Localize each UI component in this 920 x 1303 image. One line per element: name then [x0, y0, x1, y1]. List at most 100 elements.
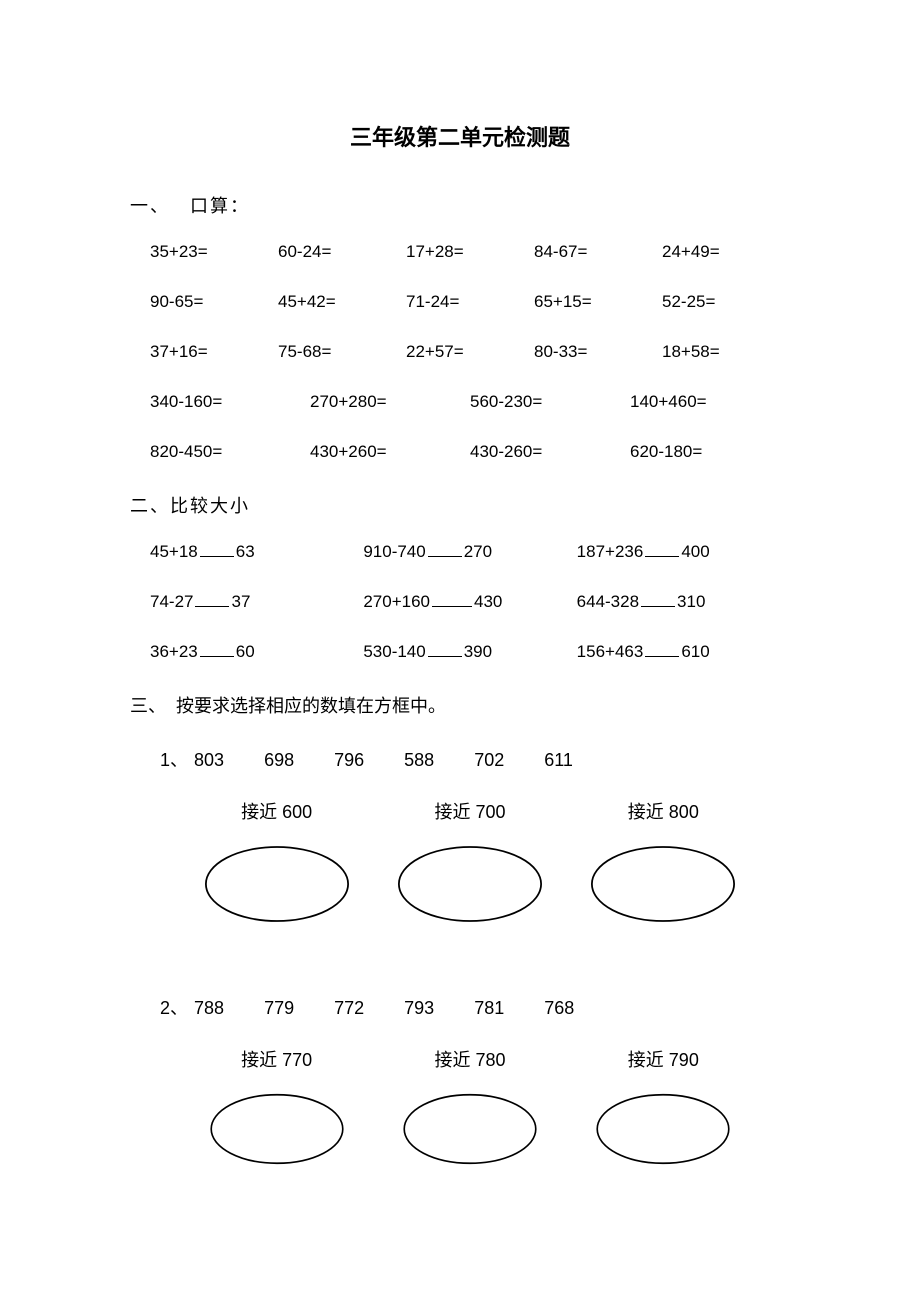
section1-prefix: 一、: [130, 196, 170, 216]
compare-right: 270: [464, 542, 492, 561]
q3-number: 796: [334, 750, 364, 771]
section2-heading: 二、比较大小: [130, 492, 790, 518]
q3-label: 接近 600: [180, 798, 373, 824]
compare-right: 390: [464, 642, 492, 661]
compare-right: 400: [681, 542, 709, 561]
oval-shape: [390, 1092, 550, 1166]
compare-left: 74-27: [150, 592, 193, 611]
section1-heading: 一、口算：: [130, 192, 790, 218]
math-cell: 430-260=: [470, 442, 630, 462]
oval-wrap: [567, 844, 760, 924]
compare-cell: 644-328 310: [577, 592, 790, 612]
oval-shape: [202, 844, 352, 924]
q3-label: 接近 770: [180, 1046, 373, 1072]
math-cell: 820-450=: [150, 442, 310, 462]
compare-row: 36+23 60 530-140 390 156+463 610: [130, 642, 790, 662]
compare-left: 910-740: [363, 542, 425, 561]
q3-prefix: 1、: [160, 750, 188, 770]
compare-left: 36+23: [150, 642, 198, 661]
compare-left: 530-140: [363, 642, 425, 661]
compare-cell: 45+1863: [150, 542, 363, 562]
compare-cell: 270+160 430: [363, 592, 576, 612]
section1-body: 35+23=60-24=17+28=84-67=24+49= 90-65=45+4…: [130, 242, 790, 462]
q3-number: 698: [264, 750, 294, 771]
math-cell: 90-65=: [150, 292, 278, 312]
math-cell: 270+280=: [310, 392, 470, 412]
math-cell: 17+28=: [406, 242, 534, 262]
blank-underline: [645, 656, 679, 657]
q3-number: 781: [474, 998, 504, 1019]
oval-wrap: [180, 1092, 373, 1166]
section3-heading: 三、 按要求选择相应的数填在方框中。: [130, 692, 790, 718]
blank-underline: [641, 606, 675, 607]
section2-body: 45+1863910-740 270 187+236 400 74-2737270+16…: [130, 542, 790, 662]
blank-underline: [200, 656, 234, 657]
blank-underline: [428, 656, 462, 657]
oval-wrap: [180, 844, 373, 924]
blank-underline: [645, 556, 679, 557]
math-cell: 24+49=: [662, 242, 790, 262]
q3-label: 接近 780: [373, 1046, 566, 1072]
math-cell: 45+42=: [278, 292, 406, 312]
section1-text: 口算：: [190, 196, 250, 216]
math-cell: 560-230=: [470, 392, 630, 412]
blank-underline: [428, 556, 462, 557]
math-cell: 37+16=: [150, 342, 278, 362]
page-title: 三年级第二单元检测题: [130, 120, 790, 152]
q3-2-labels: 接近 770接近 780接近 790: [130, 1046, 790, 1092]
math-cell: 620-180=: [630, 442, 790, 462]
compare-right: 430: [474, 592, 502, 611]
compare-cell: 74-2737: [150, 592, 363, 612]
q3-1-labels: 接近 600接近 700接近 800: [130, 798, 790, 844]
math-cell: 75-68=: [278, 342, 406, 362]
q3-number: 702: [474, 750, 504, 771]
q3-number: 803: [194, 750, 224, 771]
compare-cell: 36+23 60: [150, 642, 363, 662]
compare-left: 644-328: [577, 592, 639, 611]
compare-right: 310: [677, 592, 705, 611]
q3-2-numbers: 2、788779772793781768: [130, 994, 790, 1020]
math-cell: 18+58=: [662, 342, 790, 362]
section3-prefix: 三、: [130, 696, 166, 716]
q3-number: 768: [544, 998, 574, 1019]
q3-1-ovals: [130, 844, 790, 924]
section3-text: 按要求选择相应的数填在方框中。: [176, 696, 446, 716]
oval-shape: [583, 1092, 743, 1166]
math-cell: 60-24=: [278, 242, 406, 262]
compare-row: 45+1863910-740 270 187+236 400: [130, 542, 790, 562]
math-cell: 84-67=: [534, 242, 662, 262]
compare-left: 156+463: [577, 642, 644, 661]
q3-number: 611: [544, 750, 573, 771]
compare-cell: 530-140 390: [363, 642, 576, 662]
q3-number: 772: [334, 998, 364, 1019]
blank-underline: [195, 606, 229, 607]
oval-wrap: [373, 844, 566, 924]
oval-shape: [197, 1092, 357, 1166]
math-cell: 22+57=: [406, 342, 534, 362]
oval-shape: [588, 844, 738, 924]
blank-underline: [432, 606, 472, 607]
q3-label: 接近 790: [567, 1046, 760, 1072]
mental-row: 340-160=270+280=560-230=140+460=: [130, 392, 790, 412]
mental-row: 37+16=75-68=22+57=80-33=18+58=: [130, 342, 790, 362]
mental-row: 90-65=45+42=71-24=65+15=52-25=: [130, 292, 790, 312]
q3-number: 788: [194, 998, 224, 1019]
oval-wrap: [567, 1092, 760, 1166]
mental-row: 35+23=60-24=17+28=84-67=24+49=: [130, 242, 790, 262]
compare-left: 187+236: [577, 542, 644, 561]
compare-right: 60: [236, 642, 255, 661]
compare-row: 74-2737270+160 430 644-328 310: [130, 592, 790, 612]
q3-label: 接近 800: [567, 798, 760, 824]
q3-number: 779: [264, 998, 294, 1019]
q3-2-ovals: [130, 1092, 790, 1166]
compare-left: 270+160: [363, 592, 430, 611]
math-cell: 35+23=: [150, 242, 278, 262]
q3-number: 793: [404, 998, 434, 1019]
math-cell: 65+15=: [534, 292, 662, 312]
compare-right: 63: [236, 542, 255, 561]
math-cell: 52-25=: [662, 292, 790, 312]
math-cell: 340-160=: [150, 392, 310, 412]
compare-right: 610: [681, 642, 709, 661]
oval-wrap: [373, 1092, 566, 1166]
math-cell: 430+260=: [310, 442, 470, 462]
